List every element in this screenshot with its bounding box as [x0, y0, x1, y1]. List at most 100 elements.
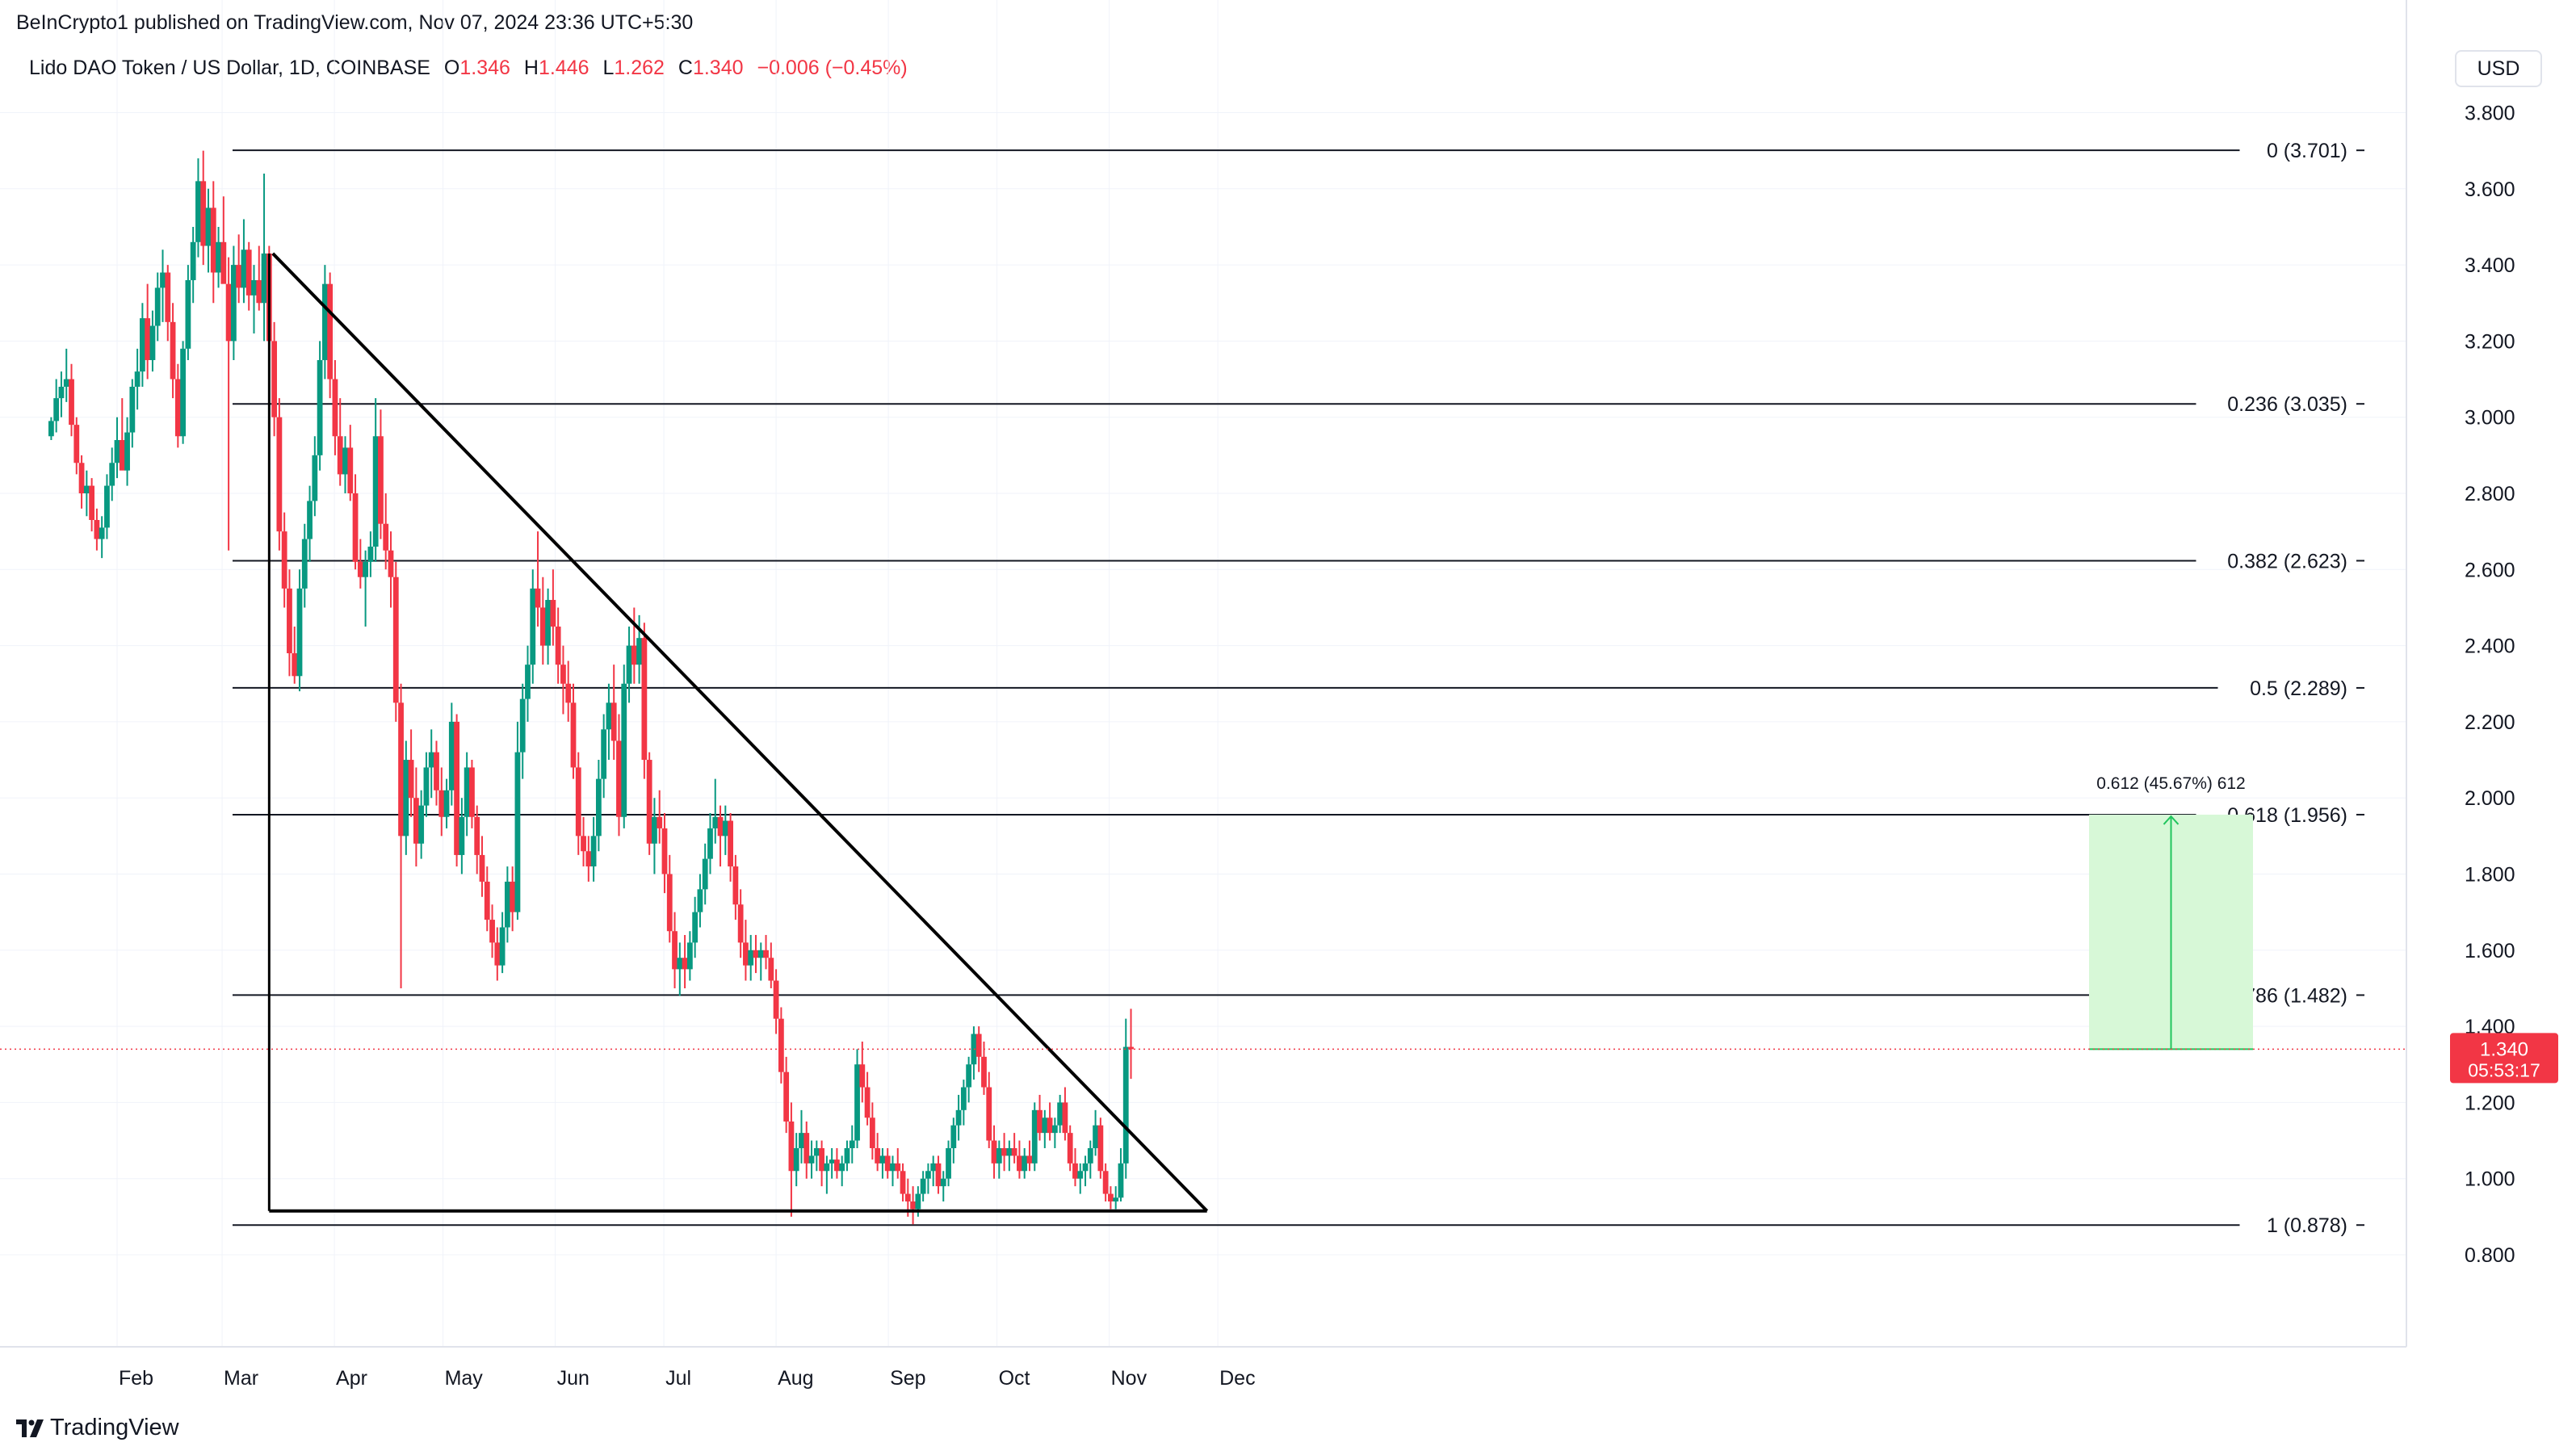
candle-body	[686, 942, 693, 970]
candle-body	[1082, 1163, 1089, 1172]
candle-body	[1037, 1109, 1043, 1134]
candle-body	[550, 600, 556, 627]
candle-body	[83, 485, 90, 493]
candle-body	[69, 379, 74, 426]
candle-body	[570, 702, 577, 768]
candle-body	[200, 181, 207, 246]
candle-body	[610, 702, 617, 741]
candle-body	[960, 1087, 967, 1110]
candle-body	[1087, 1147, 1093, 1164]
candle-body	[555, 627, 561, 665]
descending-triangle	[267, 252, 1209, 1213]
candle-body	[443, 790, 450, 817]
last-price-value: 1.340	[2480, 1038, 2528, 1060]
candle-body	[149, 325, 156, 360]
candle-body	[230, 265, 237, 342]
time-tick-label: Jul	[665, 1367, 691, 1390]
candle-body	[783, 1071, 790, 1122]
candle-body	[799, 1133, 804, 1148]
high-label: H	[523, 57, 539, 79]
candle-body	[991, 1140, 997, 1164]
price-axis: 3.800 3.600 3.400 3.200 3.000 2.800 2.600 2.400…	[2465, 103, 2515, 1268]
candle-body	[241, 249, 247, 288]
price-tick-label: 2.000	[2465, 787, 2515, 810]
candle-body	[428, 752, 434, 768]
candle-body	[940, 1178, 946, 1187]
candle-body	[438, 790, 445, 817]
price-tick-label: 1.800	[2465, 864, 2515, 887]
candle-body	[119, 439, 125, 471]
candle-body	[1001, 1147, 1007, 1156]
close-label: C	[678, 57, 693, 79]
candle-body	[245, 249, 252, 296]
candle-body	[732, 866, 739, 905]
price-tick-label: 1.600	[2465, 940, 2515, 962]
fib-level-label: 0 (3.701)	[2267, 140, 2347, 162]
candle-body	[677, 958, 683, 970]
candle-body	[292, 653, 298, 677]
candle-body	[778, 1018, 784, 1072]
candle-body	[697, 889, 703, 912]
candle-body	[1051, 1125, 1058, 1134]
candle-body	[722, 820, 728, 837]
candle-body	[631, 645, 637, 665]
candle-body	[504, 881, 510, 928]
candle-body	[539, 607, 546, 646]
candle-body	[53, 398, 60, 421]
candle-body	[383, 523, 389, 551]
candle-body	[129, 386, 136, 433]
time-tick-label: Sep	[890, 1367, 925, 1390]
candle-body	[996, 1147, 1002, 1164]
time-tick-label: May	[445, 1367, 484, 1390]
candle-body	[682, 958, 688, 970]
time-tick-label: Mar	[224, 1367, 258, 1390]
candle-body	[327, 283, 334, 379]
candle-body	[48, 421, 54, 437]
fib-retracement: 0 (3.701) 0.236 (3.035) 0.382 (2.623) 0.5 (…	[233, 140, 2364, 1237]
candle-body	[1128, 1046, 1134, 1050]
fib-level-label: 1 (0.878)	[2267, 1214, 2347, 1237]
candle-body	[1093, 1125, 1098, 1148]
tradingview-logo[interactable]: TradingView	[16, 1415, 179, 1441]
pair-title: Lido DAO Token / US Dollar, 1D, COINBASE	[29, 57, 430, 79]
candle-body	[590, 836, 597, 867]
countdown-timer: 05:53:17	[2468, 1059, 2540, 1080]
currency-selector[interactable]: USD	[2455, 50, 2542, 87]
candle-body	[378, 436, 384, 524]
candle-body	[757, 950, 764, 958]
candle-body	[971, 1034, 977, 1065]
time-tick-label: Apr	[336, 1367, 367, 1390]
candle-body	[256, 279, 262, 304]
candle-body	[510, 881, 516, 912]
candle-body	[342, 447, 348, 475]
price-tick-label: 3.000	[2465, 407, 2515, 430]
candle-body	[216, 241, 221, 273]
candle-body	[793, 1147, 799, 1172]
fib-level-label: 0.382 (2.623)	[2227, 550, 2347, 572]
candle-body	[489, 920, 495, 943]
close-value: 1.340	[692, 57, 744, 79]
price-tick-label: 2.600	[2465, 559, 2515, 581]
candle-body	[824, 1163, 830, 1172]
candle-body	[261, 253, 267, 304]
low-label: L	[602, 57, 615, 79]
candle-body	[986, 1087, 992, 1141]
candle-body	[124, 432, 130, 471]
candle-body	[388, 550, 394, 577]
candle-body	[392, 577, 399, 703]
candle-body	[641, 638, 648, 761]
candle-body	[94, 520, 100, 539]
open-label: O	[443, 57, 460, 79]
candle-body	[975, 1034, 982, 1057]
candle-body	[813, 1147, 820, 1156]
candle-body	[363, 561, 369, 577]
candle-body	[595, 778, 602, 837]
time-tick-label: Oct	[999, 1367, 1030, 1390]
candle-body	[900, 1171, 906, 1194]
candle-body	[672, 931, 678, 970]
candle-body	[464, 767, 470, 817]
candle-body	[621, 683, 627, 817]
time-axis: Feb Mar Apr May Jun Jul Aug Sep Oct Nov Dec	[119, 1367, 1256, 1390]
candle-body	[58, 386, 65, 399]
